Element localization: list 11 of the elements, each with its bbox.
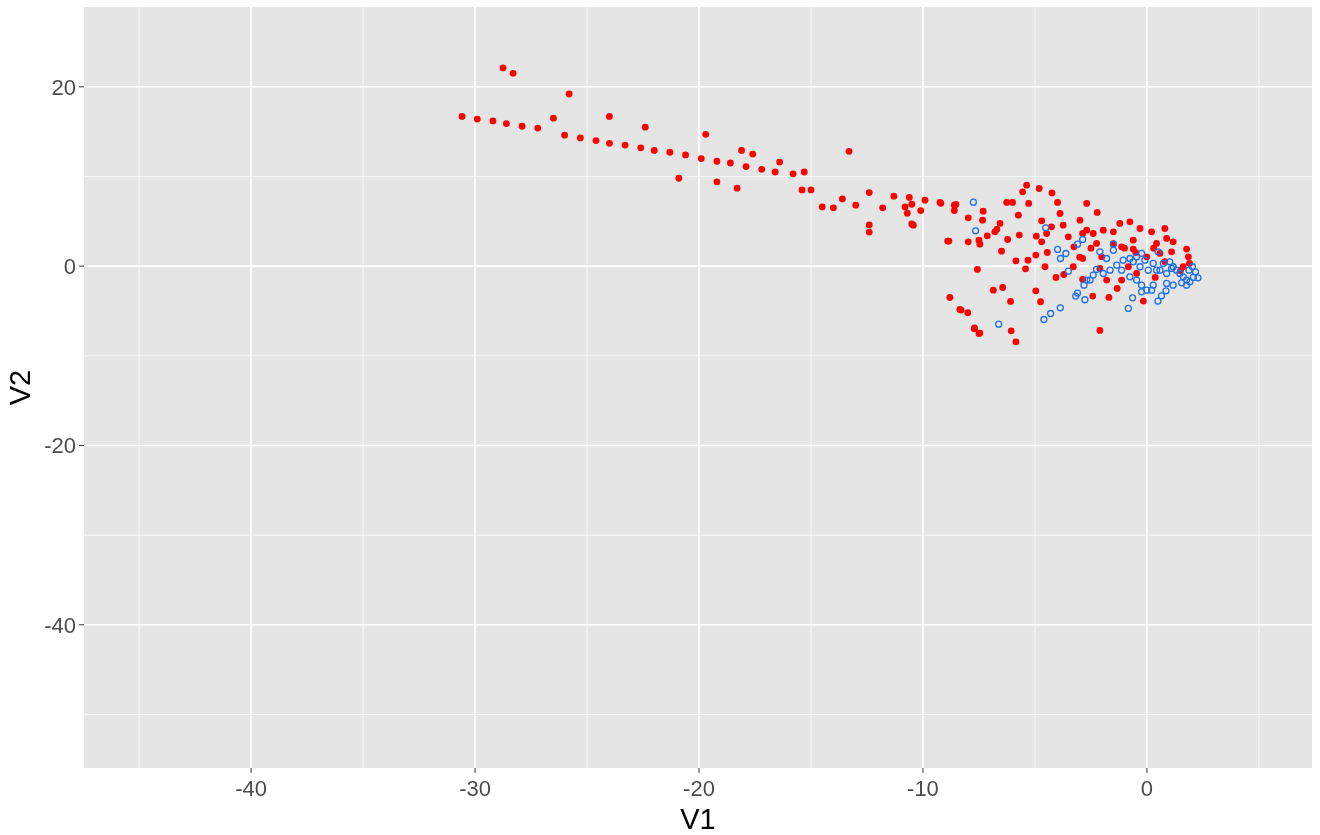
y-axis-title: V2 [4, 369, 36, 406]
x-tick-label: 0 [1140, 776, 1154, 801]
y-tick-label: -40 [44, 612, 76, 638]
x-tick-label: -20 [683, 776, 715, 801]
y-tick-label: 0 [63, 253, 76, 279]
x-axis-title: V1 [680, 803, 716, 835]
x-tick-label: -10 [907, 776, 939, 801]
x-tick-label: -30 [459, 776, 491, 801]
y-tick-label: 20 [51, 74, 76, 100]
y-tick-label: -20 [44, 433, 76, 459]
x-tick-label: -40 [235, 776, 267, 801]
